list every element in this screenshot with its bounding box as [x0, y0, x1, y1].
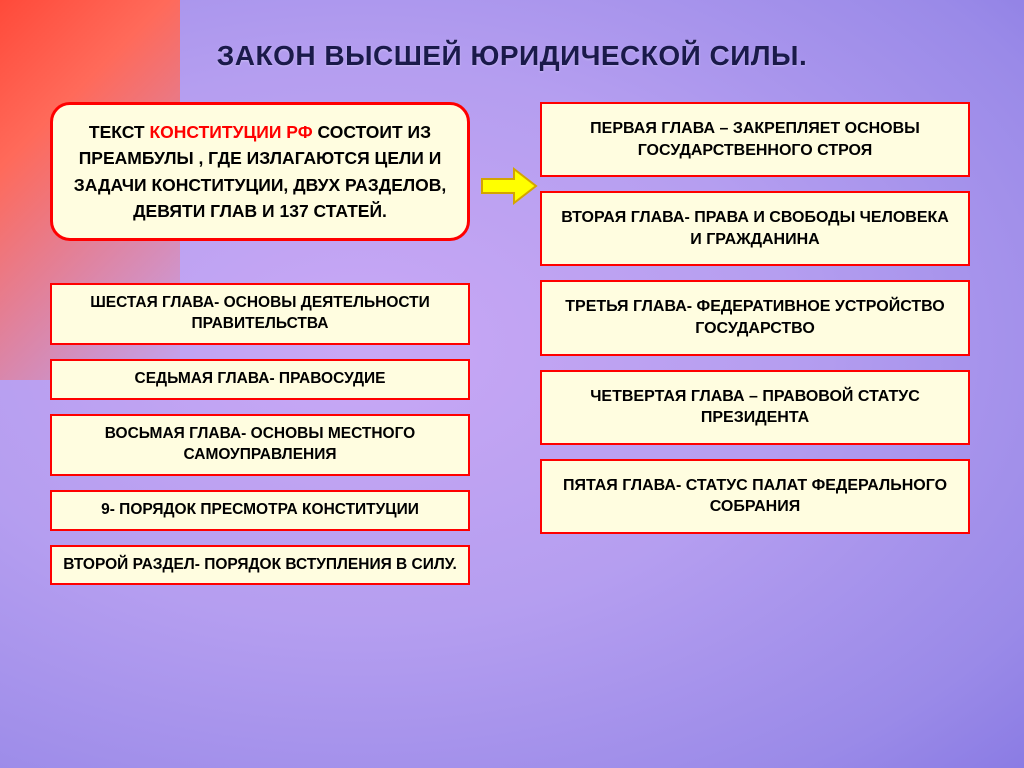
main-text-prefix: ТЕКСТ — [89, 122, 150, 142]
slide-title: ЗАКОН ВЫСШЕЙ ЮРИДИЧЕСКОЙ СИЛЫ. — [50, 40, 974, 72]
chapter-9-box: 9- ПОРЯДОК ПРЕСМОТРА КОНСТИТУЦИИ — [50, 490, 470, 531]
main-text-highlight: КОНСТИТУЦИИ РФ — [149, 122, 312, 142]
left-column: ТЕКСТ КОНСТИТУЦИИ РФ СОСТОИТ ИЗ ПРЕАМБУЛ… — [50, 102, 470, 585]
slide-content: ЗАКОН ВЫСШЕЙ ЮРИДИЧЕСКОЙ СИЛЫ. ТЕКСТ КОН… — [0, 0, 1024, 768]
spacer — [50, 255, 470, 269]
chapter-2-box: ВТОРАЯ ГЛАВА- ПРАВА И СВОБОДЫ ЧЕЛОВЕКА И… — [540, 191, 970, 266]
arrow-shape — [482, 169, 536, 203]
columns: ТЕКСТ КОНСТИТУЦИИ РФ СОСТОИТ ИЗ ПРЕАМБУЛ… — [50, 102, 974, 585]
right-column: ПЕРВАЯ ГЛАВА – ЗАКРЕПЛЯЕТ ОСНОВЫ ГОСУДАР… — [540, 102, 970, 585]
chapter-5-box: ПЯТАЯ ГЛАВА- СТАТУС ПАЛАТ ФЕДЕРАЛЬНОГО С… — [540, 459, 970, 534]
chapter-4-box: ЧЕТВЕРТАЯ ГЛАВА – ПРАВОВОЙ СТАТУС ПРЕЗИД… — [540, 370, 970, 445]
section-2-box: ВТОРОЙ РАЗДЕЛ- ПОРЯДОК ВСТУПЛЕНИЯ В СИЛУ… — [50, 545, 470, 586]
chapter-8-box: ВОСЬМАЯ ГЛАВА- ОСНОВЫ МЕСТНОГО САМОУПРАВ… — [50, 414, 470, 476]
chapter-6-box: ШЕСТАЯ ГЛАВА- ОСНОВЫ ДЕЯТЕЛЬНОСТИ ПРАВИТ… — [50, 283, 470, 345]
main-constitution-box: ТЕКСТ КОНСТИТУЦИИ РФ СОСТОИТ ИЗ ПРЕАМБУЛ… — [50, 102, 470, 241]
chapter-7-box: СЕДЬМАЯ ГЛАВА- ПРАВОСУДИЕ — [50, 359, 470, 400]
chapter-3-box: ТРЕТЬЯ ГЛАВА- ФЕДЕРАТИВНОЕ УСТРОЙСТВО ГО… — [540, 280, 970, 355]
chapter-1-box: ПЕРВАЯ ГЛАВА – ЗАКРЕПЛЯЕТ ОСНОВЫ ГОСУДАР… — [540, 102, 970, 177]
arrow-icon — [480, 167, 538, 205]
